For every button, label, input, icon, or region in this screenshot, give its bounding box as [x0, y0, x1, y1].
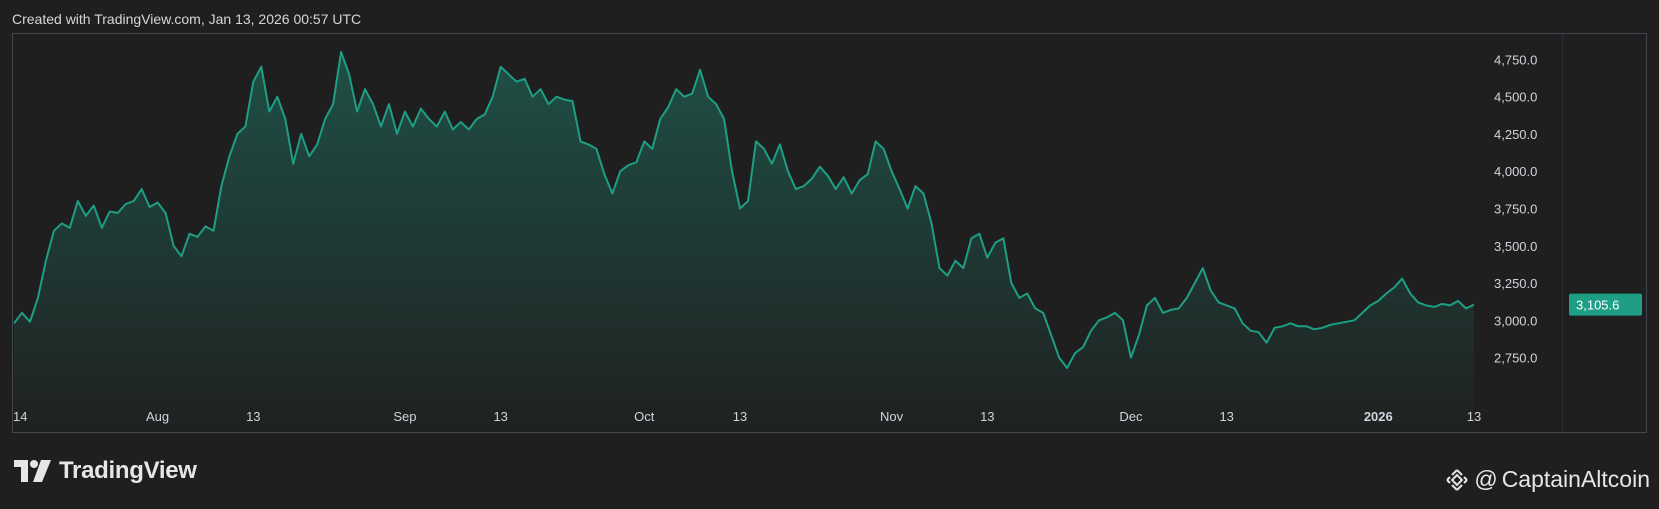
y-tick-label: 3,500.0 — [1494, 239, 1537, 254]
x-tick-label: 14 — [13, 409, 27, 424]
last-price-label: 3,105.6 — [1576, 298, 1619, 313]
x-tick-label: Dec — [1119, 409, 1143, 424]
x-tick-label: Nov — [880, 409, 904, 424]
x-tick-label: Oct — [634, 409, 655, 424]
x-tick-label: 13 — [1219, 409, 1233, 424]
x-tick-label: 13 — [246, 409, 260, 424]
time-axis: 14 Aug 13 Sep 13 Oct 13 Nov 13 Dec 13 2026 13 — [13, 409, 1481, 424]
y-tick-label: 4,750.0 — [1494, 52, 1537, 67]
x-tick-label: Sep — [393, 409, 416, 424]
credit-at-sign: @ — [1474, 466, 1498, 492]
price-area-fill — [14, 51, 1474, 433]
y-tick-label: 4,500.0 — [1494, 90, 1537, 105]
price-line[interactable] — [13, 50, 1475, 369]
y-tick-label: 4,250.0 — [1494, 127, 1537, 142]
binance-logo-icon — [1446, 468, 1469, 491]
tradingview-logo[interactable]: TradingView — [14, 457, 197, 485]
y-tick-label: 2,750.0 — [1494, 351, 1537, 366]
tradingview-wordmark: TradingView — [59, 457, 197, 484]
x-tick-label: 13 — [493, 409, 507, 424]
price-axis: 2,750.0 3,000.0 3,250.0 3,500.0 3,750.0 4,000… — [1494, 52, 1537, 365]
x-tick-label: 13 — [733, 409, 747, 424]
y-tick-label: 4,000.0 — [1494, 164, 1537, 179]
y-tick-label: 3,250.0 — [1494, 276, 1537, 291]
author-credit: @ CaptainAltcoin — [1444, 466, 1650, 493]
x-tick-label: 13 — [1467, 409, 1481, 424]
tradingview-logo-icon — [14, 460, 51, 482]
plot-frame — [12, 33, 1647, 433]
y-tick-label: 3,000.0 — [1494, 313, 1537, 328]
credit-author-name: CaptainAltcoin — [1501, 466, 1650, 492]
y-tick-label: 3,750.0 — [1494, 202, 1537, 217]
x-tick-label: 13 — [980, 409, 994, 424]
x-tick-label: 2026 — [1364, 409, 1393, 424]
x-tick-label: Aug — [146, 409, 169, 424]
chart-credit-header: Created with TradingView.com, Jan 13, 20… — [12, 11, 362, 27]
last-price-badge: 3,105.6 — [1569, 293, 1642, 316]
